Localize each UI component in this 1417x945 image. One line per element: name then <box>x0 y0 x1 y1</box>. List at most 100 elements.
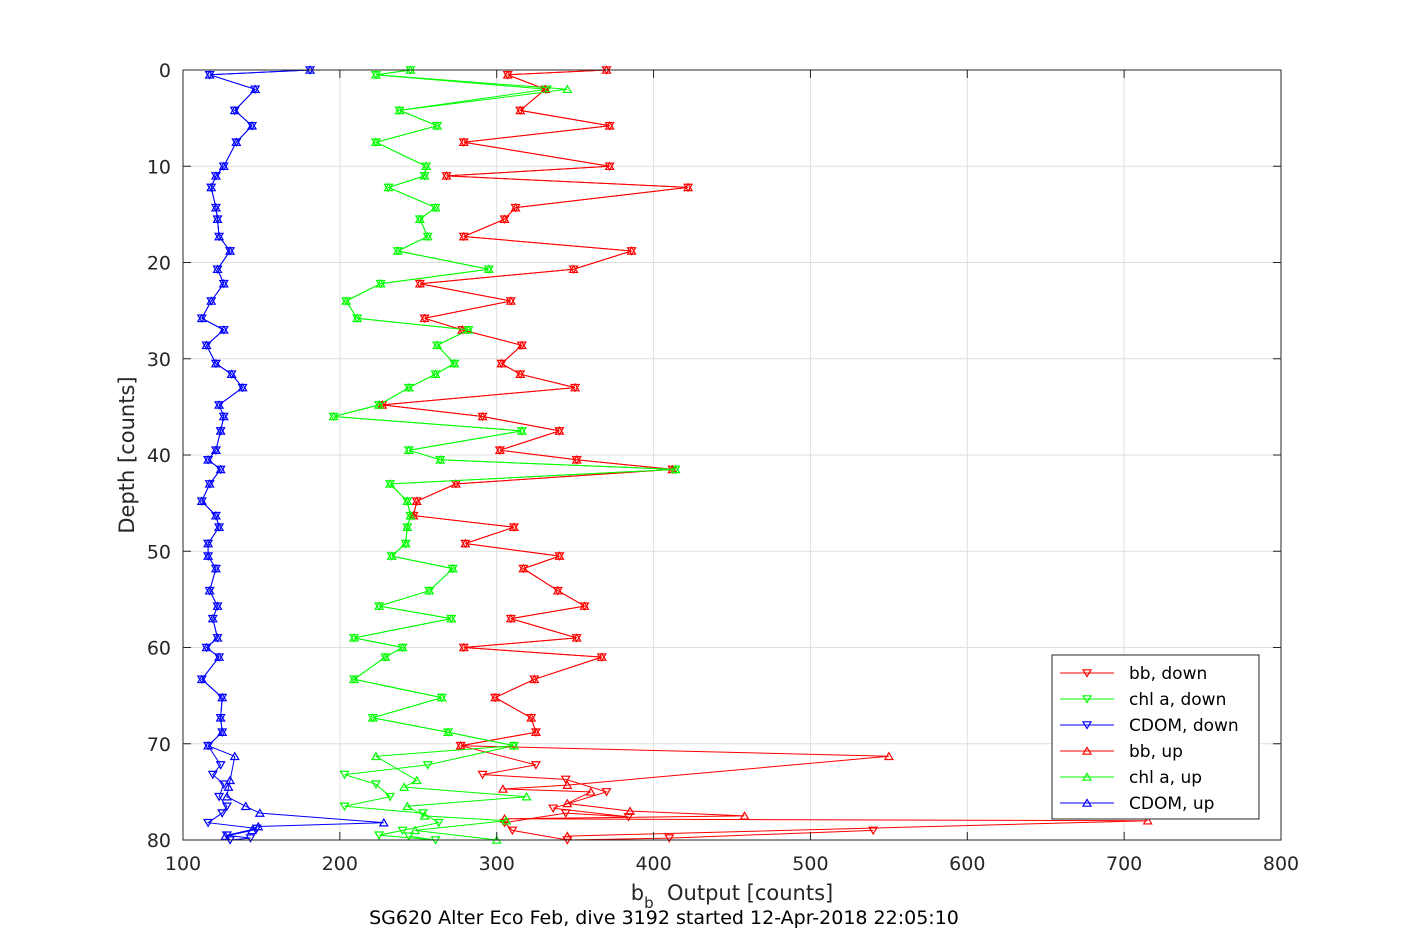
data-point <box>201 642 212 652</box>
series-layer <box>196 65 1153 845</box>
data-point <box>490 692 501 702</box>
data-point <box>212 601 223 610</box>
data-point <box>516 426 527 435</box>
series-line <box>333 69 676 841</box>
data-point <box>215 712 226 722</box>
data-point <box>460 538 471 548</box>
data-point <box>225 775 236 785</box>
data-point <box>214 231 225 241</box>
y-tick-label: 80 <box>147 830 171 852</box>
data-point <box>411 775 422 785</box>
data-point <box>215 464 226 474</box>
data-point <box>218 411 229 421</box>
data-point <box>203 551 214 560</box>
x-tick-label: 200 <box>322 853 358 875</box>
data-point <box>421 161 432 171</box>
data-point <box>422 761 433 770</box>
data-point <box>432 340 443 350</box>
x-axis-label-rest: Output [counts] <box>654 881 834 905</box>
legend-label: CDOM, down <box>1129 716 1239 736</box>
figure-caption: SG620 Alter Eco Feb, dive 3192 started 1… <box>369 907 959 929</box>
data-point <box>220 831 231 840</box>
data-point <box>341 296 352 305</box>
data-point <box>526 712 537 722</box>
y-tick-label: 10 <box>147 156 171 178</box>
y-tick-label: 50 <box>147 541 171 563</box>
legend-marker <box>1081 798 1093 807</box>
data-point <box>477 411 488 421</box>
data-point <box>554 551 565 560</box>
data-point <box>380 652 391 661</box>
data-point <box>570 382 581 392</box>
data-point <box>245 834 256 843</box>
data-point <box>496 358 507 368</box>
data-point <box>348 674 360 684</box>
data-point <box>207 613 218 623</box>
data-point <box>510 202 521 212</box>
data-point <box>375 278 386 288</box>
data-point <box>455 740 466 750</box>
data-point <box>370 780 381 789</box>
data-point <box>397 642 408 652</box>
data-point <box>215 761 226 770</box>
data-point <box>571 455 582 464</box>
x-tick-label: 300 <box>479 853 515 875</box>
data-point <box>400 538 411 548</box>
data-point <box>518 563 529 573</box>
data-point <box>201 340 212 350</box>
data-point <box>424 585 435 595</box>
data-point <box>386 551 397 560</box>
data-point <box>374 400 385 409</box>
data-point <box>210 510 221 520</box>
data-point <box>515 105 526 115</box>
data-point <box>683 182 694 192</box>
data-point <box>458 642 469 652</box>
data-point <box>626 246 637 255</box>
data-point <box>203 740 214 750</box>
data-point <box>739 811 750 820</box>
data-point <box>624 806 636 815</box>
data-point <box>374 601 385 610</box>
legend-item: chl a, down <box>1060 690 1226 710</box>
data-point <box>585 787 596 796</box>
data-point <box>502 70 513 79</box>
data-point <box>253 821 264 831</box>
data-point <box>458 137 469 146</box>
data-point <box>883 751 894 761</box>
legend-item: CDOM, up <box>1060 794 1214 814</box>
data-point <box>443 727 454 736</box>
data-point <box>402 496 413 505</box>
data-point <box>403 382 414 392</box>
data-point <box>568 264 579 274</box>
data-point <box>562 84 573 94</box>
data-point <box>383 182 394 192</box>
legend-marker <box>1081 721 1093 730</box>
data-point <box>419 811 430 820</box>
data-point <box>225 246 236 255</box>
data-point <box>204 70 215 79</box>
data-point <box>419 171 430 180</box>
y-tick-label: 0 <box>159 60 171 82</box>
x-axis-label: bb Output [counts] <box>631 881 833 912</box>
x-tick-label: 100 <box>165 853 201 875</box>
data-point <box>579 601 590 610</box>
data-point <box>214 400 225 409</box>
data-point <box>505 296 516 305</box>
data-point <box>530 727 541 736</box>
data-point <box>237 382 248 392</box>
data-point <box>394 105 405 115</box>
y-tick-label: 60 <box>147 638 171 660</box>
data-point <box>529 674 540 684</box>
legend-label: CDOM, up <box>1129 794 1214 814</box>
data-point <box>221 791 232 801</box>
data-point <box>210 445 221 454</box>
data-point <box>405 510 416 520</box>
data-point <box>374 831 385 840</box>
data-point <box>402 801 413 811</box>
data-point <box>352 313 363 323</box>
axis-ticks: 100 200 300 400 500 600 700 800 0 10 20 30 40 50 60 70 8… <box>147 60 1299 875</box>
data-point <box>339 770 350 780</box>
data-point <box>214 652 225 661</box>
data-point <box>203 538 214 548</box>
